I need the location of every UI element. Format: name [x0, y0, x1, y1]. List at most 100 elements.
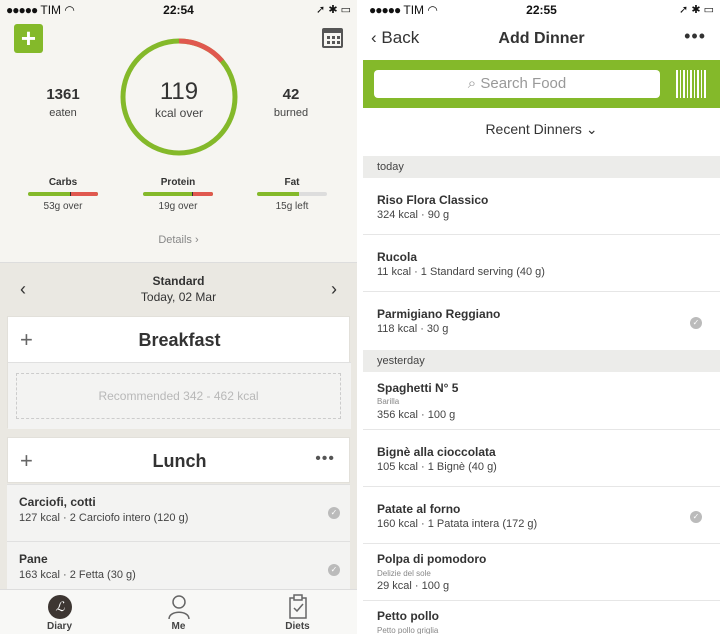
search-input[interactable]: ⌕ Search Food — [374, 70, 660, 98]
status-time: 22:54 — [163, 3, 194, 17]
details-label: Details — [158, 234, 192, 246]
calendar-icon[interactable] — [322, 28, 343, 48]
more-options-icon[interactable]: ••• — [684, 26, 706, 46]
macro-name: Carbs — [48, 177, 78, 188]
macro-value: 19g over — [158, 201, 198, 212]
add-entry-button[interactable]: + — [14, 24, 43, 53]
macro-bar — [28, 192, 98, 196]
macro-bar — [257, 192, 327, 196]
calorie-ring — [120, 38, 238, 156]
add-dinner-screen: ●●●●● TIM ◠ 22:55 ➚ ✱ ▭ ‹ Back Add Dinne… — [363, 0, 720, 634]
verified-icon: ✓ — [328, 507, 340, 519]
food-name: Rucola — [377, 250, 418, 264]
wifi-icon: ◠ — [64, 3, 75, 17]
details-link[interactable]: Details › — [0, 234, 357, 246]
next-day-button[interactable]: › — [331, 279, 337, 299]
more-options-icon[interactable]: ••• — [315, 450, 335, 467]
eaten-value: 1361 — [46, 86, 80, 103]
burned-label: burned — [273, 107, 309, 119]
recommended-range: Recommended 342 - 462 kcal — [16, 373, 341, 419]
list-item[interactable]: Polpa di pomodoro Delizie del sole 29 kc… — [363, 544, 720, 601]
screen-divider — [357, 0, 363, 634]
macro-bar — [143, 192, 213, 196]
food-name: Spaghetti N° 5 — [377, 381, 459, 395]
tab-diary[interactable]: ℒ Diary — [0, 590, 119, 634]
eaten-label: eaten — [49, 107, 77, 119]
food-detail: 118 kcal · 30 g — [377, 323, 449, 335]
food-name: Parmigiano Reggiano — [377, 307, 501, 321]
macro-value: 53g over — [43, 201, 83, 212]
list-item[interactable]: Parmigiano Reggiano 118 kcal · 30 g ✓ — [363, 292, 720, 349]
search-bar: ⌕ Search Food — [363, 60, 720, 108]
list-item[interactable]: Pane 163 kcal · 2 Fetta (30 g) ✓ — [7, 541, 350, 598]
food-detail: 29 kcal · 100 g — [377, 580, 450, 592]
barcode-scan-icon[interactable] — [676, 70, 708, 98]
search-placeholder: Search Food — [480, 75, 567, 92]
tab-me[interactable]: Me — [119, 590, 238, 634]
food-name: Polpa di pomodoro — [377, 552, 487, 566]
tab-label: Diary — [46, 621, 72, 632]
diary-icon: ℒ — [48, 595, 72, 619]
macro-fat: Fat 15g left — [257, 177, 327, 212]
kcal-over-value: 119 — [159, 78, 199, 105]
breakfast-card: + Breakfast Recommended 342 - 462 kcal — [7, 316, 351, 429]
macro-protein: Protein 19g over — [143, 177, 213, 212]
list-item[interactable]: Rucola 11 kcal · 1 Standard serving (40 … — [363, 235, 720, 292]
list-item[interactable]: Patate al forno 160 kcal · 1 Patata inte… — [363, 487, 720, 544]
signal-icon: ●●●●● — [6, 3, 38, 17]
eaten-stat: 1361 eaten — [23, 86, 103, 119]
person-icon — [168, 595, 190, 620]
tab-diets[interactable]: Diets — [238, 590, 357, 634]
recent-label: Recent Dinners — [485, 121, 582, 137]
list-item[interactable]: Carciofi, cotti 127 kcal · 2 Carciofo in… — [7, 484, 350, 541]
add-breakfast-button[interactable]: + — [20, 327, 33, 352]
section-header-today: today — [363, 156, 720, 178]
diet-plan-label: Standard — [152, 274, 205, 288]
breakfast-title: Breakfast — [138, 330, 221, 350]
back-label: Back — [381, 28, 420, 47]
tab-label: Diets — [285, 621, 310, 632]
date-selector: ‹ Standard Today, 02 Mar › — [0, 262, 357, 314]
food-name: Pane — [19, 552, 48, 566]
food-detail: 160 kcal · 1 Patata intera (172 g) — [377, 518, 538, 530]
chevron-right-icon: › — [195, 234, 199, 246]
page-title: Add Dinner — [498, 30, 585, 47]
navigation-bar: ‹ Back Add Dinner ••• — [363, 20, 720, 60]
food-detail: 105 kcal · 1 Bignè (40 g) — [377, 461, 497, 473]
food-detail: 324 kcal · 90 g — [377, 209, 450, 221]
food-name: Riso Flora Classico — [377, 193, 489, 207]
macro-value: 15g left — [275, 201, 309, 212]
food-name: Petto pollo — [377, 609, 439, 623]
list-item[interactable]: Riso Flora Classico 324 kcal · 90 g — [363, 178, 720, 235]
macro-name: Protein — [160, 177, 196, 188]
lunch-card: + Lunch ••• — [7, 437, 350, 483]
wifi-icon: ◠ — [427, 3, 438, 17]
battery-icon: ➚ ✱ ▭ — [679, 4, 714, 16]
food-detail: 127 kcal · 2 Carciofo intero (120 g) — [19, 512, 189, 524]
food-name: Bignè alla cioccolata — [377, 445, 496, 459]
recent-dinners-dropdown[interactable]: Recent Dinners ⌄ — [363, 121, 720, 138]
search-icon: ⌕ — [467, 75, 477, 92]
verified-icon: ✓ — [328, 564, 340, 576]
list-item[interactable]: Bignè alla cioccolata 105 kcal · 1 Bignè… — [363, 430, 720, 487]
previous-day-button[interactable]: ‹ — [20, 279, 26, 299]
food-brand: Delizie del sole — [377, 569, 431, 578]
carrier-label: TIM — [403, 3, 425, 17]
back-button[interactable]: ‹ Back — [371, 28, 419, 48]
lunch-title: Lunch — [152, 451, 207, 471]
clipboard-icon — [289, 594, 307, 619]
battery-icon: ➚ ✱ ▭ — [316, 4, 351, 16]
burned-stat: 42 burned — [251, 86, 331, 119]
macro-name: Fat — [284, 177, 300, 188]
carrier-label: TIM — [40, 3, 62, 17]
status-bar: ●●●●● TIM ◠ 22:54 ➚ ✱ ▭ — [0, 0, 357, 20]
kcal-over-label: kcal over — [154, 106, 204, 120]
chevron-down-icon: ⌄ — [585, 121, 598, 137]
food-brand: Petto pollo griglia — [377, 626, 439, 634]
list-item[interactable]: Petto pollo Petto pollo griglia — [363, 601, 720, 634]
chevron-left-icon: ‹ — [371, 28, 377, 47]
add-lunch-button[interactable]: + — [20, 448, 33, 473]
current-date-label: Today, 02 Mar — [140, 290, 217, 304]
food-name: Carciofi, cotti — [19, 495, 96, 509]
list-item[interactable]: Spaghetti N° 5 Barilla 356 kcal · 100 g — [363, 372, 720, 430]
